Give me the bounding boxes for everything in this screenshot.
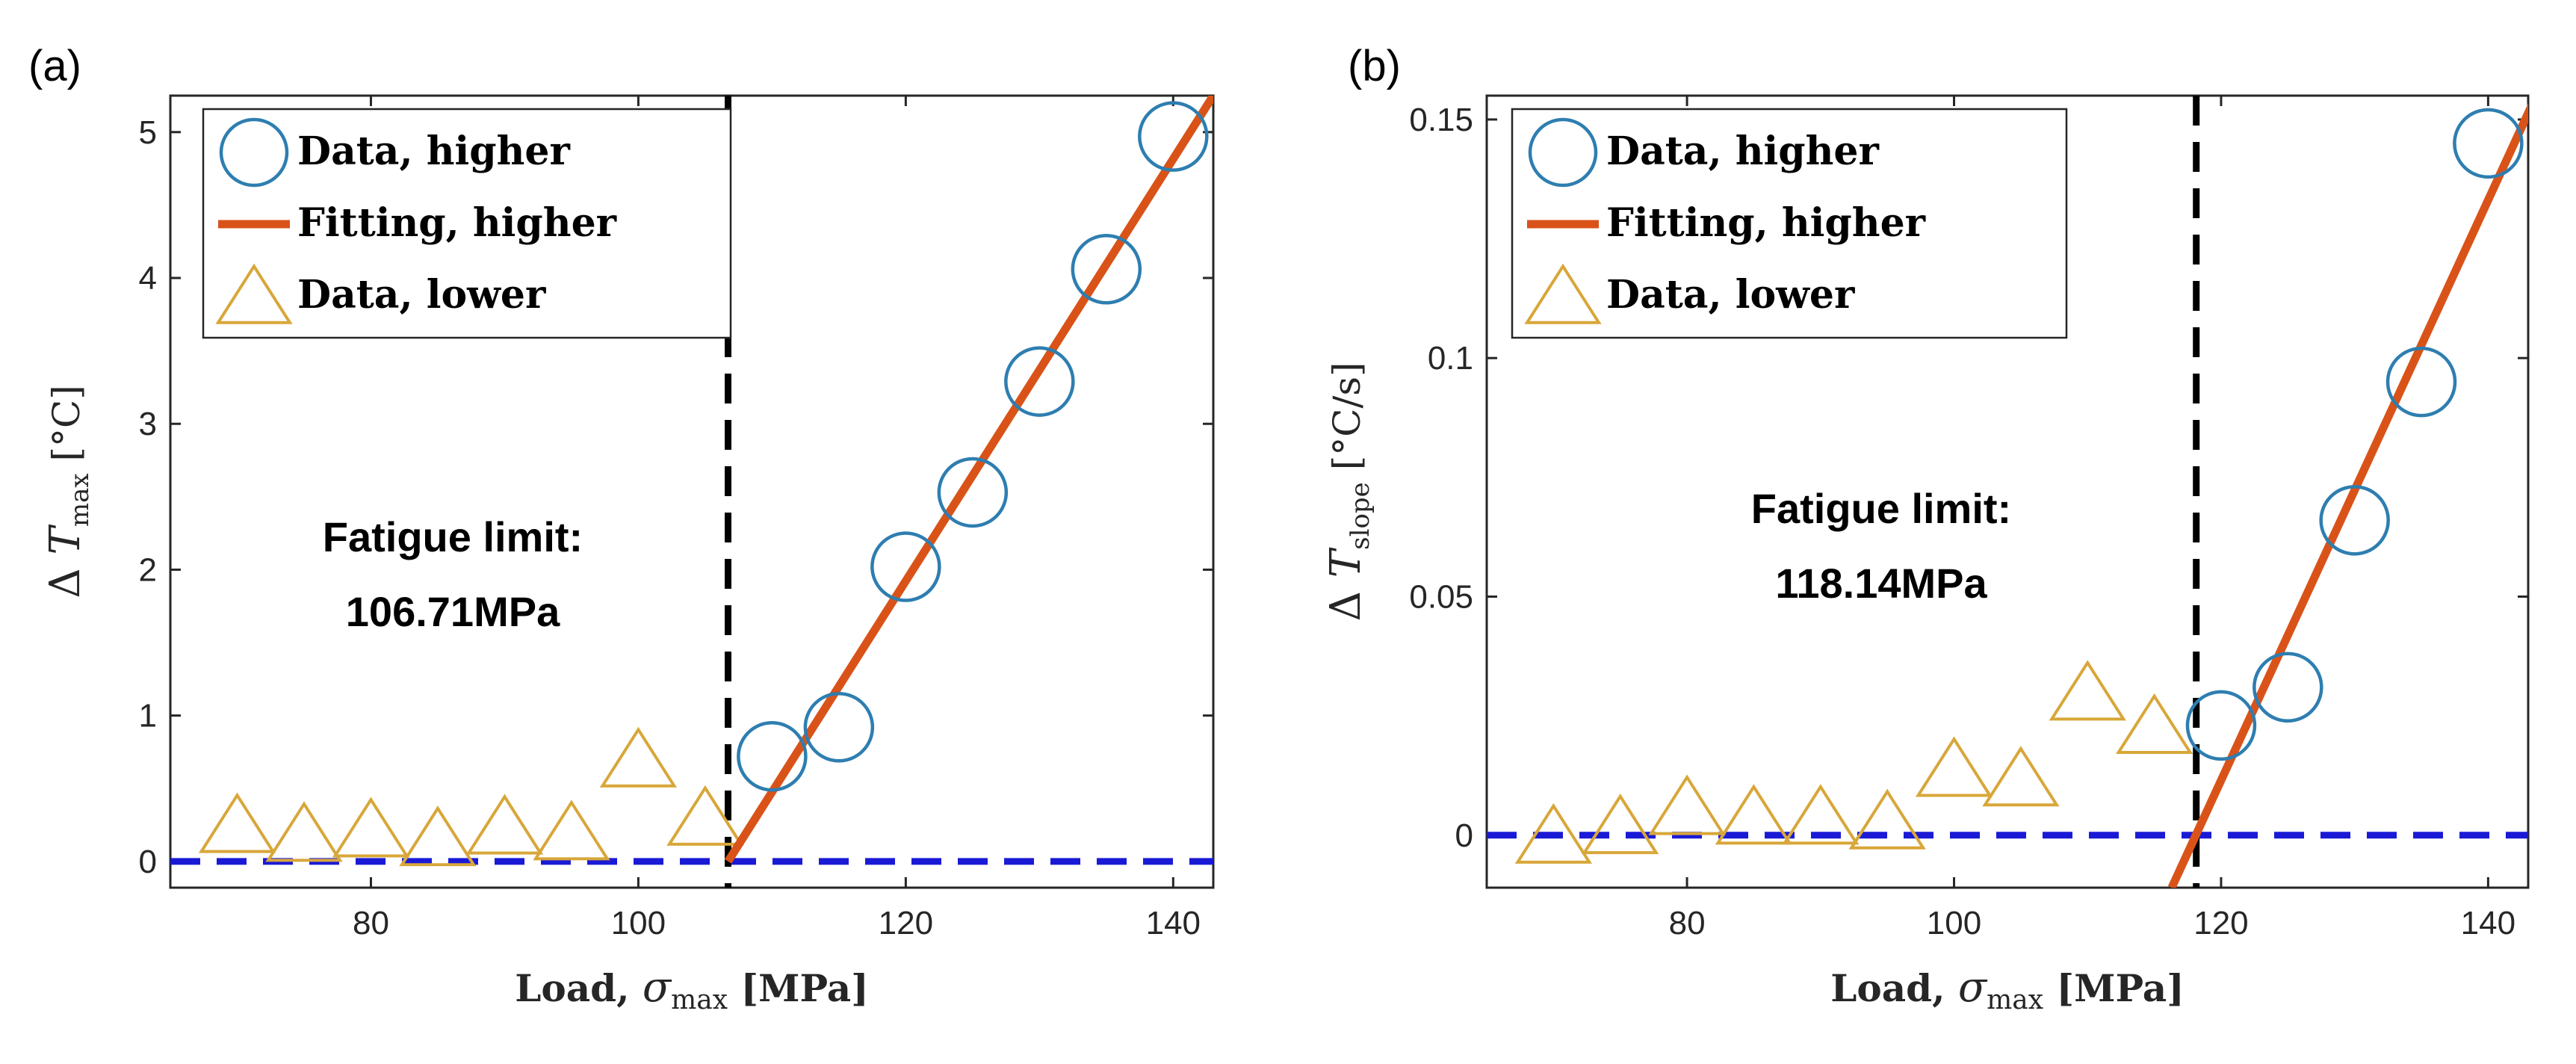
data-higher-point (1004, 346, 1075, 417)
x-axis-label-text: Load, (515, 966, 643, 1010)
x-tick-label: 140 (1146, 905, 1201, 941)
plot-content (170, 96, 1213, 888)
data-higher-point (803, 692, 875, 763)
data-higher-point (870, 531, 941, 602)
y-axis-label-symbol: T (1322, 547, 1370, 578)
legend-box (202, 108, 732, 339)
data-lower-point (1715, 784, 1793, 845)
legend-circle-icon (1528, 117, 1598, 188)
data-lower-point (265, 801, 343, 862)
data-lower-point (1648, 774, 1726, 835)
x-axis-label-subscript: max (671, 985, 728, 1015)
fitting-line (724, 96, 1213, 864)
x-axis-label-subscript: max (1987, 985, 2043, 1015)
legend-entry-2: Fitting, higher (1606, 200, 1926, 246)
x-tick-label: 100 (611, 905, 666, 941)
legend-entry-2: Fitting, higher (297, 200, 617, 246)
y-axis-label-unit: [°C/s] (1325, 362, 1369, 483)
x-axis-label-unit: [MPa] (2043, 966, 2185, 1010)
x-axis-label: Load, σmax [MPa] (1830, 963, 2185, 1015)
y-axis-label-unit: [°C] (45, 385, 88, 473)
legend-entry-1: Data, higher (297, 129, 571, 174)
panel-a: (a) 80 100 120 140 0 1 2 3 4 5 Data, higher Fitting,… (28, 42, 1215, 1015)
data-lower-point (1915, 736, 1993, 797)
data-higher-point (937, 457, 1009, 528)
panel-label: (b) (1348, 42, 1401, 90)
legend-entry-3: Data, lower (297, 272, 546, 318)
legend-triangle-icon (215, 263, 293, 324)
y-tick-label: 3 (139, 406, 157, 442)
panel-b: (b) 80 100 120 140 0 0.05 0.1 0.15 Data, higher Fi… (1322, 42, 2530, 1015)
legend-circle-icon (219, 117, 289, 188)
data-higher-point (2453, 108, 2524, 179)
y-axis-label-subscript: max (65, 473, 95, 527)
x-tick-label: 120 (879, 905, 933, 941)
data-lower-point (666, 785, 744, 846)
y-tick-label: 1 (139, 698, 157, 734)
data-lower-point (1782, 784, 1860, 845)
data-lower-point (599, 726, 678, 788)
y-axis-label-symbol: T (41, 524, 90, 554)
data-lower-point (1582, 794, 1659, 855)
y-tick-label: 0.15 (1409, 102, 1473, 138)
plot-content (1487, 96, 2528, 888)
y-axis-label: Δ Tslope [°C/s] (1322, 362, 1375, 622)
x-axis-label-text: Load, (1830, 966, 1958, 1010)
data-higher-point (1071, 234, 1142, 305)
fatigue-limit-value: 118.14MPa (1775, 560, 1987, 607)
y-axis-label-delta: Δ (41, 554, 90, 598)
data-higher-point (2185, 690, 2257, 761)
y-axis-label-subscript: slope (1346, 482, 1375, 550)
data-lower-point (2049, 660, 2126, 721)
y-tick-label: 5 (139, 114, 157, 151)
fatigue-limit-value: 106.71MPa (346, 588, 560, 635)
y-axis-label: Δ Tmax [°C] (41, 385, 95, 598)
y-tick-label: 0 (1455, 817, 1473, 854)
data-lower-point (465, 794, 544, 855)
data-lower-point (332, 797, 410, 858)
data-lower-point (198, 792, 276, 853)
fatigue-limit-label: Fatigue limit: (323, 513, 583, 560)
x-tick-label: 120 (2193, 905, 2248, 941)
data-lower-point (1982, 746, 2060, 807)
y-tick-label: 2 (139, 551, 157, 588)
legend-triangle-icon (1524, 263, 1602, 324)
legend-box (1511, 108, 2068, 339)
x-tick-label: 80 (353, 905, 389, 941)
y-axis-label-delta: Δ (1322, 578, 1370, 621)
legend-entry-3: Data, lower (1606, 272, 1855, 318)
x-axis-label-symbol: σ (1958, 963, 1988, 1012)
y-tick-label: 4 (139, 260, 157, 297)
data-lower-point (2115, 693, 2193, 755)
x-tick-label: 140 (2461, 905, 2515, 941)
legend-entry-1: Data, higher (1606, 129, 1880, 174)
x-axis-label-unit: [MPa] (728, 966, 869, 1010)
x-axis-label: Load, σmax [MPa] (515, 963, 869, 1015)
data-higher-point (737, 721, 808, 792)
data-lower-point (1848, 788, 1926, 850)
panel-label: (a) (28, 42, 81, 90)
x-axis-label-symbol: σ (643, 963, 672, 1012)
data-lower-point (533, 799, 610, 861)
x-tick-label: 80 (1669, 905, 1706, 941)
data-higher-point (2385, 346, 2457, 418)
data-higher-point (2319, 485, 2390, 556)
y-tick-label: 0 (139, 844, 157, 880)
data-lower-point (1514, 802, 1593, 864)
y-tick-label: 0.05 (1409, 578, 1473, 615)
data-higher-point (2253, 652, 2323, 723)
fatigue-limit-label: Fatigue limit: (1751, 485, 2011, 532)
x-tick-label: 100 (1927, 905, 1981, 941)
data-lower-point (399, 805, 477, 867)
y-tick-label: 0.1 (1428, 340, 1473, 377)
data-higher-point (1138, 101, 1209, 172)
